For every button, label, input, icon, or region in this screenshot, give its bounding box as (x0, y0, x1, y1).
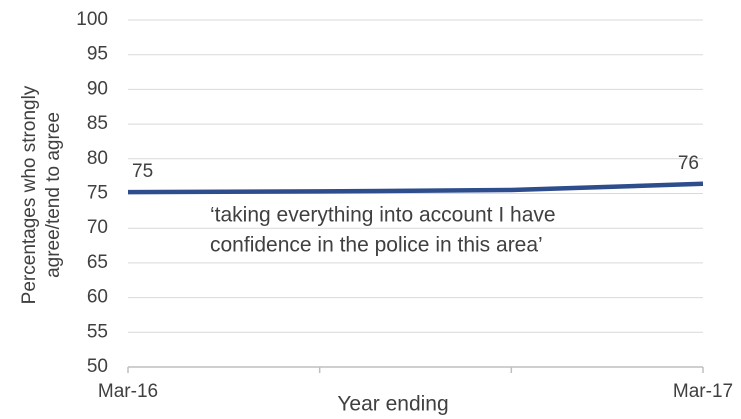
data-label: 76 (678, 153, 699, 174)
data-label: 75 (132, 161, 153, 182)
y-tick-label: 85 (87, 113, 108, 134)
annotation: ‘taking everything into account I have (210, 204, 556, 227)
y-tick-label: 95 (87, 44, 108, 65)
y-tick-label: 65 (87, 252, 108, 273)
y-tick-label: 50 (87, 356, 108, 377)
y-axis-label: agree/tend to agree (43, 112, 64, 278)
y-tick-label: 90 (87, 78, 108, 99)
data-line (127, 181, 704, 195)
y-tick-label: 75 (87, 183, 108, 204)
x-axis-label: Year ending (337, 393, 448, 416)
y-tick-label: 100 (76, 9, 108, 30)
x-tick-label: Mar-17 (673, 381, 733, 402)
y-tick-label: 55 (87, 321, 108, 342)
y-tick-label: 80 (87, 148, 108, 169)
y-tick-label: 60 (87, 287, 108, 308)
x-tick-label: Mar-16 (98, 381, 158, 402)
annotation: confidence in the police in this area’ (210, 234, 543, 257)
y-tick-label: 70 (87, 217, 108, 238)
y-axis-label: Percentages who strongly (19, 85, 40, 304)
